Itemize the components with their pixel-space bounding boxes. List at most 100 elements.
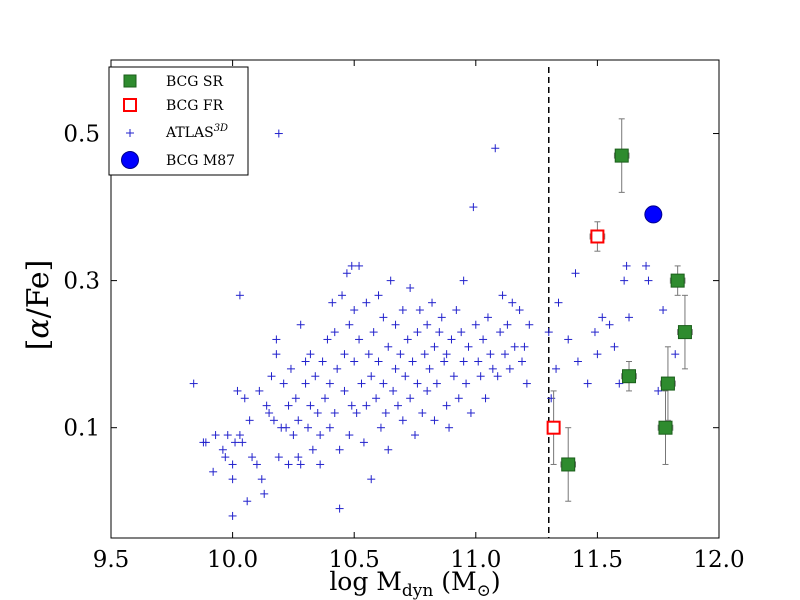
atlas3d-point: [274, 453, 283, 462]
atlas3d-point: [488, 364, 497, 373]
atlas3d-point: [282, 423, 291, 432]
atlas3d-point: [466, 408, 475, 417]
bcg-sr-marker: [658, 420, 673, 435]
x-tick-label: 12.0: [693, 547, 744, 573]
atlas3d-point: [403, 335, 412, 344]
atlas3d-point: [209, 467, 218, 476]
legend-label-bcg-sr: BCG SR: [166, 74, 223, 90]
atlas3d-point: [345, 320, 354, 329]
atlas3d-point: [235, 291, 244, 300]
atlas3d-point: [306, 401, 315, 410]
atlas3d-point: [396, 350, 405, 359]
atlas3d-point: [435, 328, 444, 337]
atlas3d-point: [486, 350, 495, 359]
atlas3d-point: [284, 460, 293, 469]
atlas3d-point: [423, 320, 432, 329]
atlas3d-point: [296, 460, 305, 469]
atlas3d-point: [272, 335, 281, 344]
atlas3d-point: [316, 460, 325, 469]
atlas3d-point: [625, 313, 634, 322]
atlas3d-point: [411, 431, 419, 440]
atlas3d-point: [593, 350, 602, 359]
bcg-sr-marker: [622, 369, 637, 384]
atlas3d-point: [303, 423, 312, 432]
atlas3d-point: [342, 269, 351, 278]
atlas3d-point: [406, 283, 415, 292]
atlas3d-point: [386, 276, 395, 285]
atlas3d-point: [306, 350, 315, 359]
atlas3d-point: [218, 445, 227, 454]
atlas3d-point: [240, 394, 249, 403]
atlas3d-point: [269, 416, 278, 425]
atlas3d-point: [379, 313, 388, 322]
atlas3d-point: [620, 276, 629, 285]
atlas3d-point: [610, 342, 619, 351]
atlas3d-point: [243, 497, 252, 506]
atlas3d-point: [391, 364, 400, 373]
atlas3d-point: [510, 342, 519, 351]
bcg-fr-point: [589, 221, 606, 252]
atlas3d-point: [374, 357, 383, 366]
y-tick-label: 0.1: [63, 416, 100, 442]
atlas3d-point: [642, 261, 651, 270]
atlas3d-point: [437, 313, 446, 322]
atlas3d-point: [311, 372, 320, 381]
atlas3d-point: [338, 291, 347, 300]
atlas3d-point: [364, 350, 373, 359]
atlas3d-point: [367, 475, 376, 484]
atlas3d-point: [362, 401, 371, 410]
atlas3d-point: [372, 394, 381, 403]
atlas3d-point: [496, 328, 505, 337]
atlas3d-point: [357, 379, 366, 388]
atlas3d-point: [423, 386, 432, 395]
x-tick-label: 10.0: [207, 547, 258, 573]
x-tick-label: 9.5: [93, 547, 130, 573]
atlas3d-point: [459, 357, 468, 366]
atlas3d-point: [544, 328, 553, 337]
atlas3d-point: [189, 379, 198, 388]
bcg-sr-marker: [561, 457, 576, 472]
atlas3d-point: [245, 416, 254, 425]
bcg-fr-point: [546, 390, 561, 465]
atlas3d-point: [235, 431, 244, 440]
atlas3d-point: [515, 306, 524, 315]
atlas3d-point: [469, 203, 478, 212]
atlas3d-point: [420, 350, 429, 359]
x-tick-label: 11.0: [450, 547, 501, 573]
atlas3d-point: [379, 379, 388, 388]
atlas3d-point: [330, 328, 339, 337]
atlas3d-point: [228, 511, 237, 520]
atlas3d-point: [440, 357, 449, 366]
atlas3d-point: [296, 320, 305, 329]
atlas3d-point: [644, 276, 653, 285]
atlas3d-point: [362, 298, 371, 307]
atlas3d-point: [384, 445, 393, 454]
atlas3d-point: [498, 291, 507, 300]
atlas3d-point: [447, 335, 456, 344]
atlas3d-point: [211, 431, 220, 440]
atlas3d-point: [325, 379, 334, 388]
atlas3d-point: [347, 261, 356, 270]
atlas3d-point: [333, 364, 342, 373]
atlas3d-point: [457, 328, 466, 337]
atlas3d-point: [442, 350, 451, 359]
legend-label-atlas3d: ATLAS3D: [165, 123, 228, 141]
atlas3d-point: [262, 401, 271, 410]
atlas3d-point: [325, 423, 334, 432]
atlas3d-point: [671, 350, 680, 359]
atlas3d-point: [573, 357, 582, 366]
atlas3d-point: [615, 379, 624, 388]
atlas3d-point: [228, 475, 237, 484]
atlas3d-point: [464, 342, 473, 351]
atlas3d-point: [328, 298, 337, 307]
atlas3d-point: [428, 298, 437, 307]
atlas3d-point: [374, 291, 383, 300]
atlas3d-point: [233, 386, 242, 395]
bcg-sr-point: [657, 390, 674, 465]
atlas3d-point: [248, 453, 257, 462]
atlas3d-point: [231, 438, 240, 447]
atlas3d-point: [330, 408, 339, 417]
atlas3d-point: [260, 489, 269, 498]
y-tick-label: 0.5: [63, 122, 100, 148]
atlas3d-point: [335, 445, 344, 454]
